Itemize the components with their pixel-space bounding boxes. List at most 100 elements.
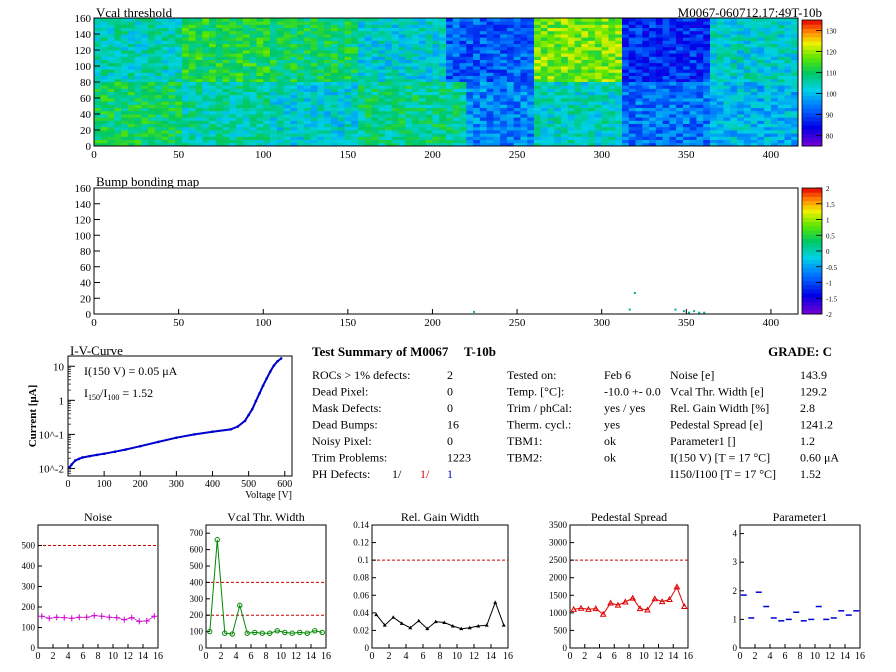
heat-cell bbox=[466, 91, 474, 96]
heat-cell bbox=[364, 136, 372, 140]
heat-cell bbox=[757, 62, 765, 67]
heat-cell bbox=[412, 98, 420, 102]
heat-cell bbox=[466, 78, 474, 83]
heat-cell bbox=[770, 123, 779, 128]
heat-cell bbox=[303, 27, 312, 32]
palette-tick-label: 90 bbox=[826, 112, 834, 120]
heat-cell bbox=[459, 53, 467, 57]
heat-cell bbox=[696, 40, 704, 44]
heat-cell bbox=[405, 110, 413, 115]
heat-cell bbox=[425, 34, 433, 38]
heat-cell bbox=[743, 88, 752, 92]
heat-cell bbox=[486, 66, 494, 70]
heat-cell bbox=[337, 37, 345, 41]
heat-cell bbox=[601, 27, 609, 32]
heat-cell bbox=[452, 110, 460, 115]
heat-cell bbox=[757, 24, 765, 28]
heat-cell bbox=[195, 24, 203, 28]
heat-cell bbox=[696, 139, 704, 144]
heat-cell bbox=[405, 94, 413, 99]
heat-cell bbox=[263, 136, 271, 140]
heat-cell bbox=[662, 66, 670, 70]
heat-cell bbox=[662, 98, 670, 102]
heat-cell bbox=[330, 117, 339, 121]
heat-cell bbox=[270, 30, 278, 35]
heat-cell bbox=[412, 120, 420, 124]
heat-cell bbox=[452, 114, 460, 118]
heat-cell bbox=[283, 101, 291, 105]
heat-cell bbox=[500, 88, 508, 92]
heat-cell bbox=[412, 75, 420, 80]
heat-cell bbox=[452, 34, 460, 38]
heat-cell bbox=[628, 104, 636, 108]
heat-cell bbox=[561, 136, 569, 140]
heat-cell bbox=[236, 133, 244, 137]
heat-cell bbox=[764, 104, 772, 108]
heat-cell bbox=[202, 120, 210, 124]
heat-cell bbox=[229, 69, 237, 73]
heat-cell bbox=[107, 78, 115, 83]
heat-cell bbox=[283, 46, 291, 51]
heat-cell bbox=[567, 21, 576, 25]
heat-cell bbox=[486, 101, 494, 105]
heat-cell bbox=[168, 59, 176, 64]
heat-cell bbox=[242, 18, 251, 22]
heat-cell bbox=[574, 133, 582, 137]
heat-cell bbox=[114, 88, 122, 92]
heat-cell bbox=[466, 85, 474, 89]
heat-cell bbox=[283, 43, 291, 48]
heat-cell bbox=[601, 24, 609, 28]
heat-cell bbox=[337, 69, 345, 73]
heat-cell bbox=[581, 21, 589, 25]
heat-cell bbox=[757, 133, 765, 137]
y-tick-label: 300 bbox=[22, 582, 36, 592]
heat-cell bbox=[114, 123, 122, 128]
heat-cell bbox=[297, 101, 305, 105]
heat-cell bbox=[398, 107, 406, 112]
heat-cell bbox=[385, 104, 393, 108]
heat-cell bbox=[297, 91, 305, 96]
heat-cell bbox=[662, 136, 670, 140]
heat-cell bbox=[615, 91, 623, 96]
heat-cell bbox=[134, 88, 142, 92]
heat-cell bbox=[215, 59, 224, 64]
heat-cell bbox=[527, 56, 535, 60]
heat-cell bbox=[730, 107, 738, 112]
heat-cell bbox=[270, 18, 278, 22]
heat-cell bbox=[364, 82, 372, 86]
heat-cell bbox=[154, 123, 163, 128]
heat-cell bbox=[446, 123, 454, 128]
heat-cell bbox=[554, 66, 562, 70]
heat-cell bbox=[107, 107, 115, 112]
heat-cell bbox=[215, 104, 224, 108]
heat-cell bbox=[743, 107, 752, 112]
heat-cell bbox=[324, 66, 332, 70]
heat-cell bbox=[249, 91, 257, 96]
x-tick-label: 400 bbox=[763, 149, 780, 161]
heat-cell bbox=[581, 37, 589, 41]
summary-label: ROCs > 1% defects: bbox=[312, 368, 410, 382]
heat-cell bbox=[114, 53, 122, 57]
heat-cell bbox=[547, 18, 555, 22]
heat-cell bbox=[297, 50, 305, 54]
iv-point bbox=[258, 392, 261, 395]
heat-cell bbox=[784, 21, 792, 25]
heat-cell bbox=[364, 18, 372, 22]
y-tick-label: 140 bbox=[75, 199, 92, 211]
heat-cell bbox=[303, 43, 312, 48]
heat-cell bbox=[743, 98, 752, 102]
heat-cell bbox=[303, 78, 312, 83]
heat-cell bbox=[263, 69, 271, 73]
heat-cell bbox=[534, 120, 542, 124]
heat-cell bbox=[310, 120, 318, 124]
heat-cell bbox=[770, 72, 779, 76]
heat-cell bbox=[344, 24, 352, 28]
heat-cell bbox=[581, 40, 589, 44]
heat-cell bbox=[710, 18, 718, 22]
heat-cell bbox=[202, 130, 210, 134]
heat-cell bbox=[594, 88, 603, 92]
heat-cell bbox=[479, 21, 488, 25]
heat-cell bbox=[567, 130, 576, 134]
heat-cell bbox=[676, 82, 684, 86]
